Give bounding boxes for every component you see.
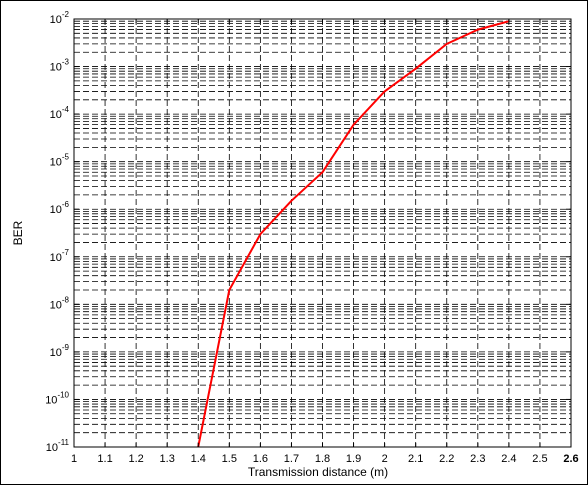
y-tick-label: 10-2 (50, 10, 70, 26)
x-tick-label: 2.6 (563, 453, 578, 465)
x-tick-label: 1.2 (128, 453, 143, 465)
series-layer (197, 20, 510, 448)
y-tick-label: 10-9 (50, 343, 70, 359)
y-tick-label: 10-4 (50, 105, 70, 121)
x-tick-label: 1 (71, 453, 77, 465)
x-tick-label: 1.7 (284, 453, 299, 465)
y-tick-label: 10-5 (50, 153, 70, 169)
y-tick-label: 10-11 (46, 438, 70, 454)
y-tick-label: 10-3 (50, 58, 70, 74)
x-axis-title: Transmission distance (m) (248, 465, 388, 479)
x-tick-label: 1.3 (160, 453, 175, 465)
x-tick-label: 2 (382, 453, 388, 465)
x-tick-label: 2.1 (408, 453, 423, 465)
x-tick-label: 2.3 (470, 453, 485, 465)
x-tick-label: 1.1 (97, 453, 112, 465)
y-tick-label: 10-10 (45, 390, 69, 406)
y-tick-label: 10-7 (50, 248, 70, 264)
x-tick-label: 1.5 (222, 453, 237, 465)
x-tick-label: 1.8 (315, 453, 330, 465)
x-tick-label: 1.4 (191, 453, 206, 465)
y-tick-label: 10-6 (50, 200, 70, 216)
ticks: 1 1.1 1.2 1.3 1.4 1.5 1.6 1.7 1.8 1.9 2 2.1 2.2 2.3 2.… (45, 10, 578, 465)
y-tick-label: 10-8 (50, 295, 70, 311)
x-tick-label: 1.9 (346, 453, 361, 465)
grid (74, 19, 571, 447)
ber-series-line (197, 20, 510, 448)
x-tick-label: 2.5 (532, 453, 547, 465)
y-axis-title: BER (11, 220, 25, 245)
x-tick-label: 1.6 (253, 453, 268, 465)
x-tick-label: 2.4 (501, 453, 516, 465)
x-tick-label: 2.2 (439, 453, 454, 465)
